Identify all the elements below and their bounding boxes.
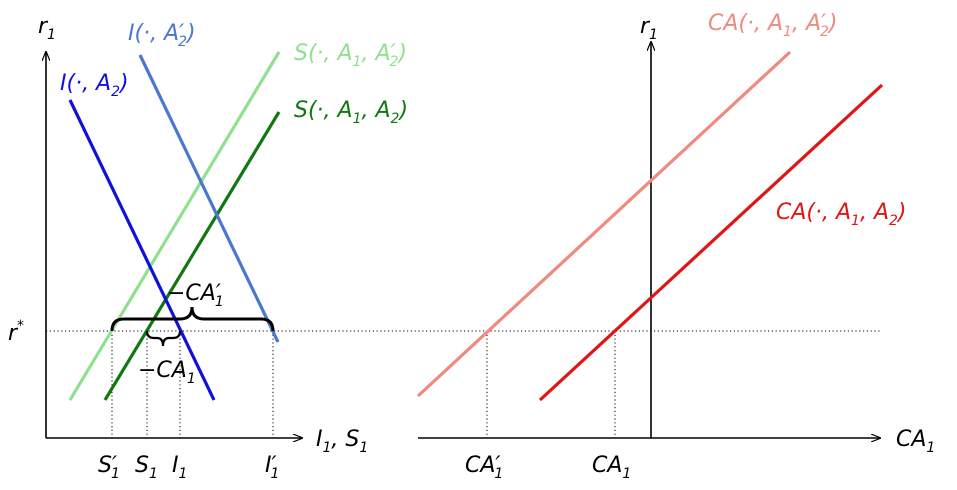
brace-ca1: [145, 330, 182, 347]
saving-curve-base: [103, 111, 281, 401]
investment-base-label: I(·, A2): [60, 71, 129, 100]
tick-label-I1-prime: I′1: [265, 453, 279, 482]
brace-ca1-prime-label: −CA′1: [167, 281, 224, 310]
saving-base-label: S(·, A1, A2): [294, 98, 408, 127]
investment-curve-base: [68, 99, 216, 401]
ca-base-label: CA(·, A1, A2): [776, 200, 907, 229]
tick-label-CA1: CA1: [592, 453, 631, 482]
brace-ca1-prime: [110, 306, 275, 332]
investment-shifted-label: I(·, A′2): [128, 21, 196, 50]
left-y-axis-label: r1: [38, 14, 56, 43]
left-panel: r1 I1, S1 r* I(·, A2) I(·, A′2) S(·, A1,…: [8, 14, 882, 482]
ca-curve-base: [538, 83, 884, 402]
ca-curve-shifted: [416, 50, 792, 398]
tick-label-S1-prime: S′1: [98, 453, 120, 482]
tick-label-CA1-prime: CA′1: [465, 453, 503, 482]
brace-ca1-label: −CA1: [138, 358, 196, 387]
investment-curve-shifted: [138, 54, 280, 343]
right-y-axis-label: r1: [640, 14, 658, 43]
right-x-axis-label: CA1: [896, 427, 935, 456]
right-panel: r1 CA1 CA(·, A1, A′2) CA(·, A1, A2) CA′1…: [416, 11, 935, 482]
left-x-axis-label: I1, S1: [316, 427, 368, 456]
tick-label-I1: I1: [172, 453, 187, 482]
saving-curve-shifted: [68, 51, 281, 401]
ca-shifted-label: CA(·, A1, A′2): [708, 11, 838, 40]
saving-shifted-label: S(·, A1, A′2): [294, 41, 407, 70]
tick-label-S1: S1: [135, 453, 158, 482]
world-rate-label: r*: [8, 318, 24, 346]
